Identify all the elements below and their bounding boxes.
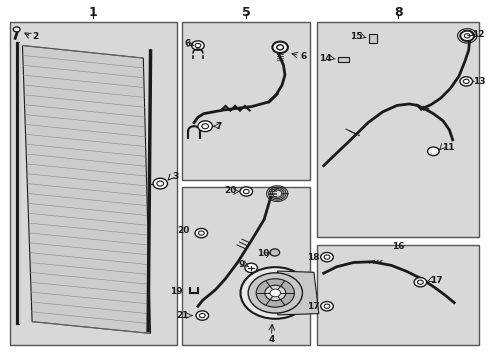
Circle shape bbox=[240, 267, 309, 319]
Bar bbox=[317, 22, 478, 237]
Text: 13: 13 bbox=[472, 77, 485, 86]
Bar bbox=[337, 57, 348, 62]
Circle shape bbox=[198, 121, 212, 132]
Text: 9: 9 bbox=[239, 260, 245, 269]
Circle shape bbox=[264, 285, 285, 301]
Circle shape bbox=[413, 278, 426, 287]
Text: 7: 7 bbox=[215, 122, 222, 131]
Text: 11: 11 bbox=[441, 143, 453, 152]
Circle shape bbox=[276, 45, 283, 50]
Text: 17: 17 bbox=[306, 302, 319, 311]
Circle shape bbox=[199, 314, 205, 318]
Bar bbox=[182, 187, 309, 345]
Circle shape bbox=[198, 231, 204, 235]
Text: 6: 6 bbox=[300, 52, 306, 61]
Text: 3: 3 bbox=[172, 172, 178, 181]
Polygon shape bbox=[22, 45, 150, 333]
Circle shape bbox=[324, 304, 329, 309]
Text: 5: 5 bbox=[242, 6, 250, 19]
Bar bbox=[182, 22, 309, 180]
Bar bbox=[10, 22, 177, 345]
Text: 15: 15 bbox=[349, 32, 362, 41]
Circle shape bbox=[320, 252, 333, 262]
Text: 20: 20 bbox=[224, 186, 236, 195]
Text: 18: 18 bbox=[306, 253, 319, 262]
Bar bbox=[317, 244, 478, 345]
Circle shape bbox=[459, 77, 471, 86]
Polygon shape bbox=[277, 271, 318, 315]
Circle shape bbox=[460, 31, 473, 41]
Circle shape bbox=[195, 43, 201, 48]
Circle shape bbox=[464, 34, 469, 38]
Circle shape bbox=[153, 178, 167, 189]
Circle shape bbox=[244, 263, 257, 273]
Circle shape bbox=[247, 273, 302, 313]
Circle shape bbox=[196, 311, 208, 320]
Text: 20: 20 bbox=[177, 226, 189, 235]
Circle shape bbox=[463, 79, 468, 84]
Text: 2: 2 bbox=[32, 32, 38, 41]
Circle shape bbox=[320, 302, 333, 311]
Text: 10: 10 bbox=[256, 249, 268, 258]
Circle shape bbox=[13, 27, 20, 32]
Text: 1: 1 bbox=[88, 6, 97, 19]
Circle shape bbox=[324, 255, 329, 259]
Circle shape bbox=[269, 249, 279, 256]
Text: 16: 16 bbox=[391, 242, 404, 251]
Text: 8: 8 bbox=[393, 6, 402, 19]
Text: 14: 14 bbox=[319, 54, 331, 63]
Circle shape bbox=[157, 181, 163, 186]
Text: 12: 12 bbox=[471, 30, 484, 39]
Text: 21: 21 bbox=[176, 311, 189, 320]
Circle shape bbox=[272, 41, 287, 53]
Text: 17: 17 bbox=[429, 276, 442, 285]
Bar bbox=[368, 35, 376, 43]
Circle shape bbox=[240, 187, 252, 196]
Circle shape bbox=[417, 280, 422, 284]
Text: 4: 4 bbox=[268, 335, 274, 344]
Circle shape bbox=[195, 228, 207, 238]
Circle shape bbox=[256, 279, 294, 307]
Text: 19: 19 bbox=[169, 287, 182, 296]
Circle shape bbox=[191, 41, 204, 50]
Circle shape bbox=[243, 189, 249, 194]
Text: 6: 6 bbox=[184, 39, 190, 48]
Circle shape bbox=[202, 124, 208, 129]
Circle shape bbox=[269, 289, 280, 297]
Circle shape bbox=[427, 147, 438, 156]
